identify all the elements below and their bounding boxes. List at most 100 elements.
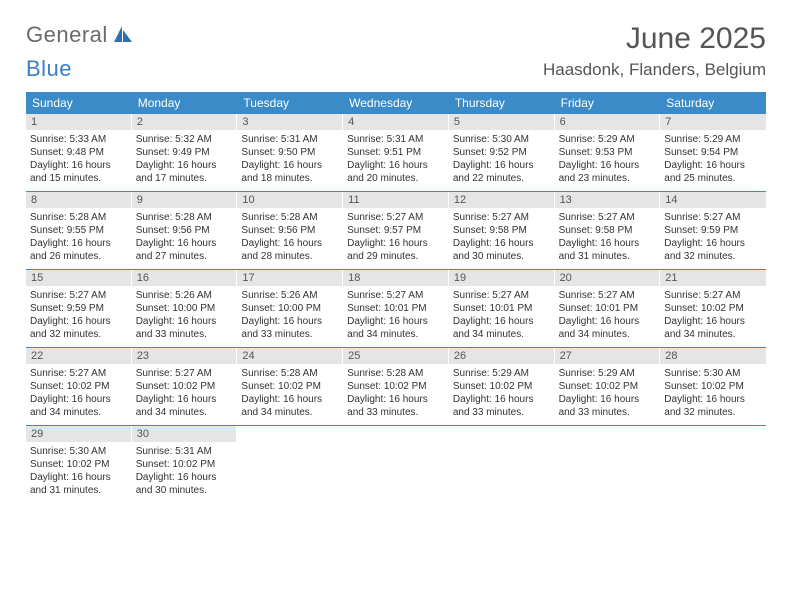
sunset-line: Sunset: 10:02 PM bbox=[30, 458, 128, 471]
sunset-line: Sunset: 9:56 PM bbox=[241, 224, 339, 237]
calendar-week: 29Sunrise: 5:30 AMSunset: 10:02 PMDaylig… bbox=[26, 426, 766, 503]
day-number: 13 bbox=[555, 192, 661, 208]
sunset-line: Sunset: 10:02 PM bbox=[347, 380, 445, 393]
daylight-line-2: and 20 minutes. bbox=[347, 172, 445, 185]
sunset-line: Sunset: 10:02 PM bbox=[241, 380, 339, 393]
day-details: Sunrise: 5:29 AMSunset: 9:53 PMDaylight:… bbox=[555, 130, 661, 191]
calendar-day: 2Sunrise: 5:32 AMSunset: 9:49 PMDaylight… bbox=[132, 114, 238, 191]
day-details: Sunrise: 5:28 AMSunset: 9:55 PMDaylight:… bbox=[26, 208, 132, 269]
daylight-line-1: Daylight: 16 hours bbox=[241, 237, 339, 250]
calendar-day bbox=[237, 426, 343, 503]
daylight-line-1: Daylight: 16 hours bbox=[136, 159, 234, 172]
daylight-line-2: and 18 minutes. bbox=[241, 172, 339, 185]
sunrise-line: Sunrise: 5:28 AM bbox=[136, 211, 234, 224]
day-details: Sunrise: 5:27 AMSunset: 9:59 PMDaylight:… bbox=[26, 286, 132, 347]
calendar-day: 1Sunrise: 5:33 AMSunset: 9:48 PMDaylight… bbox=[26, 114, 132, 191]
logo-text-blue: Blue bbox=[26, 59, 72, 79]
sunrise-line: Sunrise: 5:27 AM bbox=[453, 289, 551, 302]
day-number: 15 bbox=[26, 270, 132, 286]
daylight-line-2: and 32 minutes. bbox=[664, 406, 762, 419]
day-details: Sunrise: 5:32 AMSunset: 9:49 PMDaylight:… bbox=[132, 130, 238, 191]
sunrise-line: Sunrise: 5:26 AM bbox=[136, 289, 234, 302]
calendar-day: 3Sunrise: 5:31 AMSunset: 9:50 PMDaylight… bbox=[237, 114, 343, 191]
sunset-line: Sunset: 9:53 PM bbox=[559, 146, 657, 159]
sunrise-line: Sunrise: 5:28 AM bbox=[30, 211, 128, 224]
day-number: 21 bbox=[660, 270, 766, 286]
day-details: Sunrise: 5:27 AMSunset: 10:01 PMDaylight… bbox=[555, 286, 661, 347]
sunrise-line: Sunrise: 5:31 AM bbox=[241, 133, 339, 146]
day-details: Sunrise: 5:33 AMSunset: 9:48 PMDaylight:… bbox=[26, 130, 132, 191]
calendar-day: 16Sunrise: 5:26 AMSunset: 10:00 PMDaylig… bbox=[132, 270, 238, 347]
daylight-line-1: Daylight: 16 hours bbox=[30, 393, 128, 406]
sunrise-line: Sunrise: 5:28 AM bbox=[347, 367, 445, 380]
daylight-line-2: and 30 minutes. bbox=[453, 250, 551, 263]
daylight-line-1: Daylight: 16 hours bbox=[664, 315, 762, 328]
day-number: 23 bbox=[132, 348, 238, 364]
daylight-line-2: and 26 minutes. bbox=[30, 250, 128, 263]
calendar-day: 22Sunrise: 5:27 AMSunset: 10:02 PMDaylig… bbox=[26, 348, 132, 425]
day-number: 5 bbox=[449, 114, 555, 130]
day-details: Sunrise: 5:28 AMSunset: 10:02 PMDaylight… bbox=[237, 364, 343, 425]
day-number: 17 bbox=[237, 270, 343, 286]
sunset-line: Sunset: 10:00 PM bbox=[136, 302, 234, 315]
calendar-week: 15Sunrise: 5:27 AMSunset: 9:59 PMDayligh… bbox=[26, 270, 766, 348]
daylight-line-1: Daylight: 16 hours bbox=[30, 471, 128, 484]
logo: General Blue bbox=[26, 22, 134, 65]
daylight-line-1: Daylight: 16 hours bbox=[559, 315, 657, 328]
daylight-line-2: and 33 minutes. bbox=[347, 406, 445, 419]
calendar-header-row: Sunday Monday Tuesday Wednesday Thursday… bbox=[26, 92, 766, 114]
sunset-line: Sunset: 10:01 PM bbox=[453, 302, 551, 315]
sunset-line: Sunset: 9:50 PM bbox=[241, 146, 339, 159]
sunrise-line: Sunrise: 5:32 AM bbox=[136, 133, 234, 146]
sunrise-line: Sunrise: 5:27 AM bbox=[559, 211, 657, 224]
sunset-line: Sunset: 9:52 PM bbox=[453, 146, 551, 159]
sunrise-line: Sunrise: 5:31 AM bbox=[136, 445, 234, 458]
daylight-line-2: and 31 minutes. bbox=[30, 484, 128, 497]
daylight-line-2: and 22 minutes. bbox=[453, 172, 551, 185]
day-number: 30 bbox=[132, 426, 238, 442]
calendar-day: 8Sunrise: 5:28 AMSunset: 9:55 PMDaylight… bbox=[26, 192, 132, 269]
daylight-line-1: Daylight: 16 hours bbox=[664, 159, 762, 172]
day-number: 1 bbox=[26, 114, 132, 130]
day-number: 4 bbox=[343, 114, 449, 130]
calendar-day: 15Sunrise: 5:27 AMSunset: 9:59 PMDayligh… bbox=[26, 270, 132, 347]
sunset-line: Sunset: 9:59 PM bbox=[664, 224, 762, 237]
day-header: Saturday bbox=[660, 92, 766, 114]
calendar-day: 25Sunrise: 5:28 AMSunset: 10:02 PMDaylig… bbox=[343, 348, 449, 425]
sunset-line: Sunset: 10:01 PM bbox=[559, 302, 657, 315]
sunset-line: Sunset: 10:02 PM bbox=[136, 380, 234, 393]
day-details: Sunrise: 5:27 AMSunset: 10:01 PMDaylight… bbox=[343, 286, 449, 347]
daylight-line-1: Daylight: 16 hours bbox=[136, 315, 234, 328]
sunrise-line: Sunrise: 5:26 AM bbox=[241, 289, 339, 302]
title-block: June 2025 Haasdonk, Flanders, Belgium bbox=[543, 22, 766, 80]
daylight-line-2: and 34 minutes. bbox=[241, 406, 339, 419]
day-details: Sunrise: 5:27 AMSunset: 10:02 PMDaylight… bbox=[26, 364, 132, 425]
page-title: June 2025 bbox=[543, 22, 766, 56]
daylight-line-1: Daylight: 16 hours bbox=[30, 237, 128, 250]
calendar-day: 7Sunrise: 5:29 AMSunset: 9:54 PMDaylight… bbox=[660, 114, 766, 191]
daylight-line-2: and 15 minutes. bbox=[30, 172, 128, 185]
daylight-line-1: Daylight: 16 hours bbox=[559, 237, 657, 250]
sunrise-line: Sunrise: 5:29 AM bbox=[559, 367, 657, 380]
day-header: Monday bbox=[132, 92, 238, 114]
day-header: Wednesday bbox=[343, 92, 449, 114]
calendar-day: 12Sunrise: 5:27 AMSunset: 9:58 PMDayligh… bbox=[449, 192, 555, 269]
day-number: 18 bbox=[343, 270, 449, 286]
sunrise-line: Sunrise: 5:27 AM bbox=[30, 367, 128, 380]
calendar-day: 23Sunrise: 5:27 AMSunset: 10:02 PMDaylig… bbox=[132, 348, 238, 425]
sunset-line: Sunset: 10:02 PM bbox=[136, 458, 234, 471]
day-number: 9 bbox=[132, 192, 238, 208]
day-number: 3 bbox=[237, 114, 343, 130]
day-number: 22 bbox=[26, 348, 132, 364]
sunrise-line: Sunrise: 5:30 AM bbox=[664, 367, 762, 380]
day-details: Sunrise: 5:27 AMSunset: 10:01 PMDaylight… bbox=[449, 286, 555, 347]
daylight-line-2: and 33 minutes. bbox=[559, 406, 657, 419]
day-details: Sunrise: 5:27 AMSunset: 9:59 PMDaylight:… bbox=[660, 208, 766, 269]
day-number: 29 bbox=[26, 426, 132, 442]
day-details: Sunrise: 5:28 AMSunset: 9:56 PMDaylight:… bbox=[237, 208, 343, 269]
daylight-line-1: Daylight: 16 hours bbox=[559, 393, 657, 406]
daylight-line-1: Daylight: 16 hours bbox=[347, 315, 445, 328]
day-details: Sunrise: 5:27 AMSunset: 9:58 PMDaylight:… bbox=[449, 208, 555, 269]
sunrise-line: Sunrise: 5:27 AM bbox=[664, 211, 762, 224]
day-number: 19 bbox=[449, 270, 555, 286]
